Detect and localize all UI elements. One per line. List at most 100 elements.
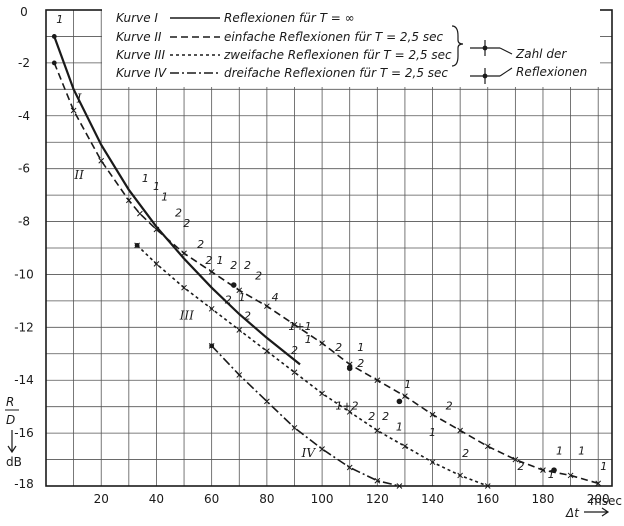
point-mark — [291, 321, 298, 328]
point-mark — [153, 261, 160, 267]
annotation-label: 1 — [357, 341, 364, 354]
legend-label: Kurve II — [116, 30, 162, 44]
x-axis-label: Δt — [565, 506, 580, 520]
annotation-label: 1 — [161, 190, 168, 203]
annotation-label: 2 — [291, 344, 298, 357]
annotation-label: 1 — [429, 426, 436, 439]
y-tick-label: -14 — [14, 373, 34, 387]
point-mark — [125, 197, 132, 204]
highlight-point — [396, 398, 403, 405]
annotation-label: 2 — [517, 460, 524, 473]
start-dot — [51, 34, 57, 39]
legend-series-name: dreifache Reflexionen für T = 2,5 sec — [224, 66, 448, 80]
bracket-label-line1: Zahl der — [515, 47, 567, 61]
point-mark — [236, 327, 243, 333]
point-mark — [346, 361, 353, 368]
y-tick-label: -2 — [18, 56, 30, 70]
point-mark — [181, 250, 187, 257]
point-mark — [236, 287, 243, 294]
curve-iii — [136, 244, 489, 487]
point-mark — [181, 284, 187, 291]
x-tick-label: 80 — [259, 492, 274, 506]
point-mark — [484, 483, 491, 489]
annotation-label: 1 — [216, 254, 223, 267]
point-mark — [319, 340, 325, 347]
y-tick-label: -18 — [14, 477, 34, 491]
point-mark — [567, 472, 574, 479]
y-axis-label-numerator: R — [6, 395, 14, 409]
point-mark — [457, 427, 463, 434]
annotation-label: 1 — [548, 468, 555, 481]
curve-roman-label: II — [73, 168, 84, 182]
point-mark — [291, 424, 298, 431]
y-tick-label: -8 — [18, 215, 30, 229]
start-dot — [134, 242, 140, 248]
point-mark — [429, 459, 436, 466]
x-tick-label: 100 — [311, 492, 334, 506]
annotation-label: 1+2 — [335, 399, 358, 412]
y-tick-label: -12 — [14, 320, 34, 334]
point-mark — [402, 443, 408, 450]
point-mark — [429, 411, 436, 418]
point-mark — [402, 393, 408, 399]
highlight-point — [230, 282, 237, 288]
point-mark — [319, 390, 325, 397]
point-mark — [236, 372, 243, 378]
point-mark — [595, 480, 602, 487]
legend: Kurve I Reflexionen für T = ∞ Kurve II einf… — [102, 5, 600, 87]
point-mark — [319, 446, 325, 452]
point-mark — [374, 477, 381, 484]
point-mark — [208, 268, 215, 275]
annotation-label: 2 — [335, 341, 342, 354]
axis-labels: msec Δt dB R D — [5, 395, 622, 520]
annotation-label: 2 — [462, 447, 469, 460]
annotation-label: 2 — [368, 410, 375, 423]
point-mark — [346, 409, 353, 415]
annotation-label: 1 — [600, 460, 607, 473]
x-tick-label: 40 — [149, 492, 164, 506]
x-tick-label: 180 — [532, 492, 555, 506]
x-tick-label: 140 — [421, 492, 444, 506]
annotation-label: 2 — [357, 357, 364, 370]
x-tick-label: 200 — [587, 492, 610, 506]
curve-ii — [53, 62, 599, 485]
point-mark — [98, 157, 105, 164]
legend-series-name: Reflexionen für T = ∞ — [224, 11, 355, 25]
point-mark — [457, 472, 463, 479]
annotation-label: 1 — [396, 420, 403, 433]
bracket-label-line2: Reflexionen — [516, 65, 587, 79]
legend-label: Kurve III — [116, 48, 165, 62]
point-mark — [374, 427, 381, 434]
annotation-label: 1 — [142, 172, 149, 185]
point-mark — [137, 210, 143, 217]
legend-label: Kurve IV — [116, 66, 167, 80]
annotation-label: 1 — [578, 444, 585, 457]
y-tick-label: -16 — [14, 426, 34, 440]
annotation-label: 2 — [446, 399, 453, 412]
point-mark — [374, 377, 381, 384]
x-axis-arrow — [584, 507, 610, 517]
annotation-label: 2 — [225, 294, 232, 307]
annotation-label: 4 — [272, 291, 279, 304]
y-tick-label: -10 — [14, 267, 34, 281]
curve-i — [53, 36, 301, 366]
curve-roman-label: I — [76, 92, 82, 106]
annotation-label: 1 — [56, 13, 63, 26]
point-marks — [51, 34, 602, 489]
annotation-label: 2 — [244, 259, 251, 272]
y-axis-arrow — [7, 430, 17, 454]
point-mark — [264, 303, 270, 310]
point-mark — [291, 369, 298, 376]
y-axis-label-denominator: D — [6, 413, 15, 427]
annotation-label: 1+1 — [288, 320, 311, 333]
point-mark — [346, 464, 353, 471]
bracket-connector — [499, 47, 513, 77]
point-mark — [264, 398, 270, 405]
point-mark — [484, 443, 491, 450]
point-mark — [540, 467, 546, 473]
annotation-label: 2 — [175, 206, 182, 219]
annotation-label: 1 — [305, 333, 312, 346]
y-unit-label: dB — [6, 455, 22, 469]
point-mark — [208, 305, 215, 312]
